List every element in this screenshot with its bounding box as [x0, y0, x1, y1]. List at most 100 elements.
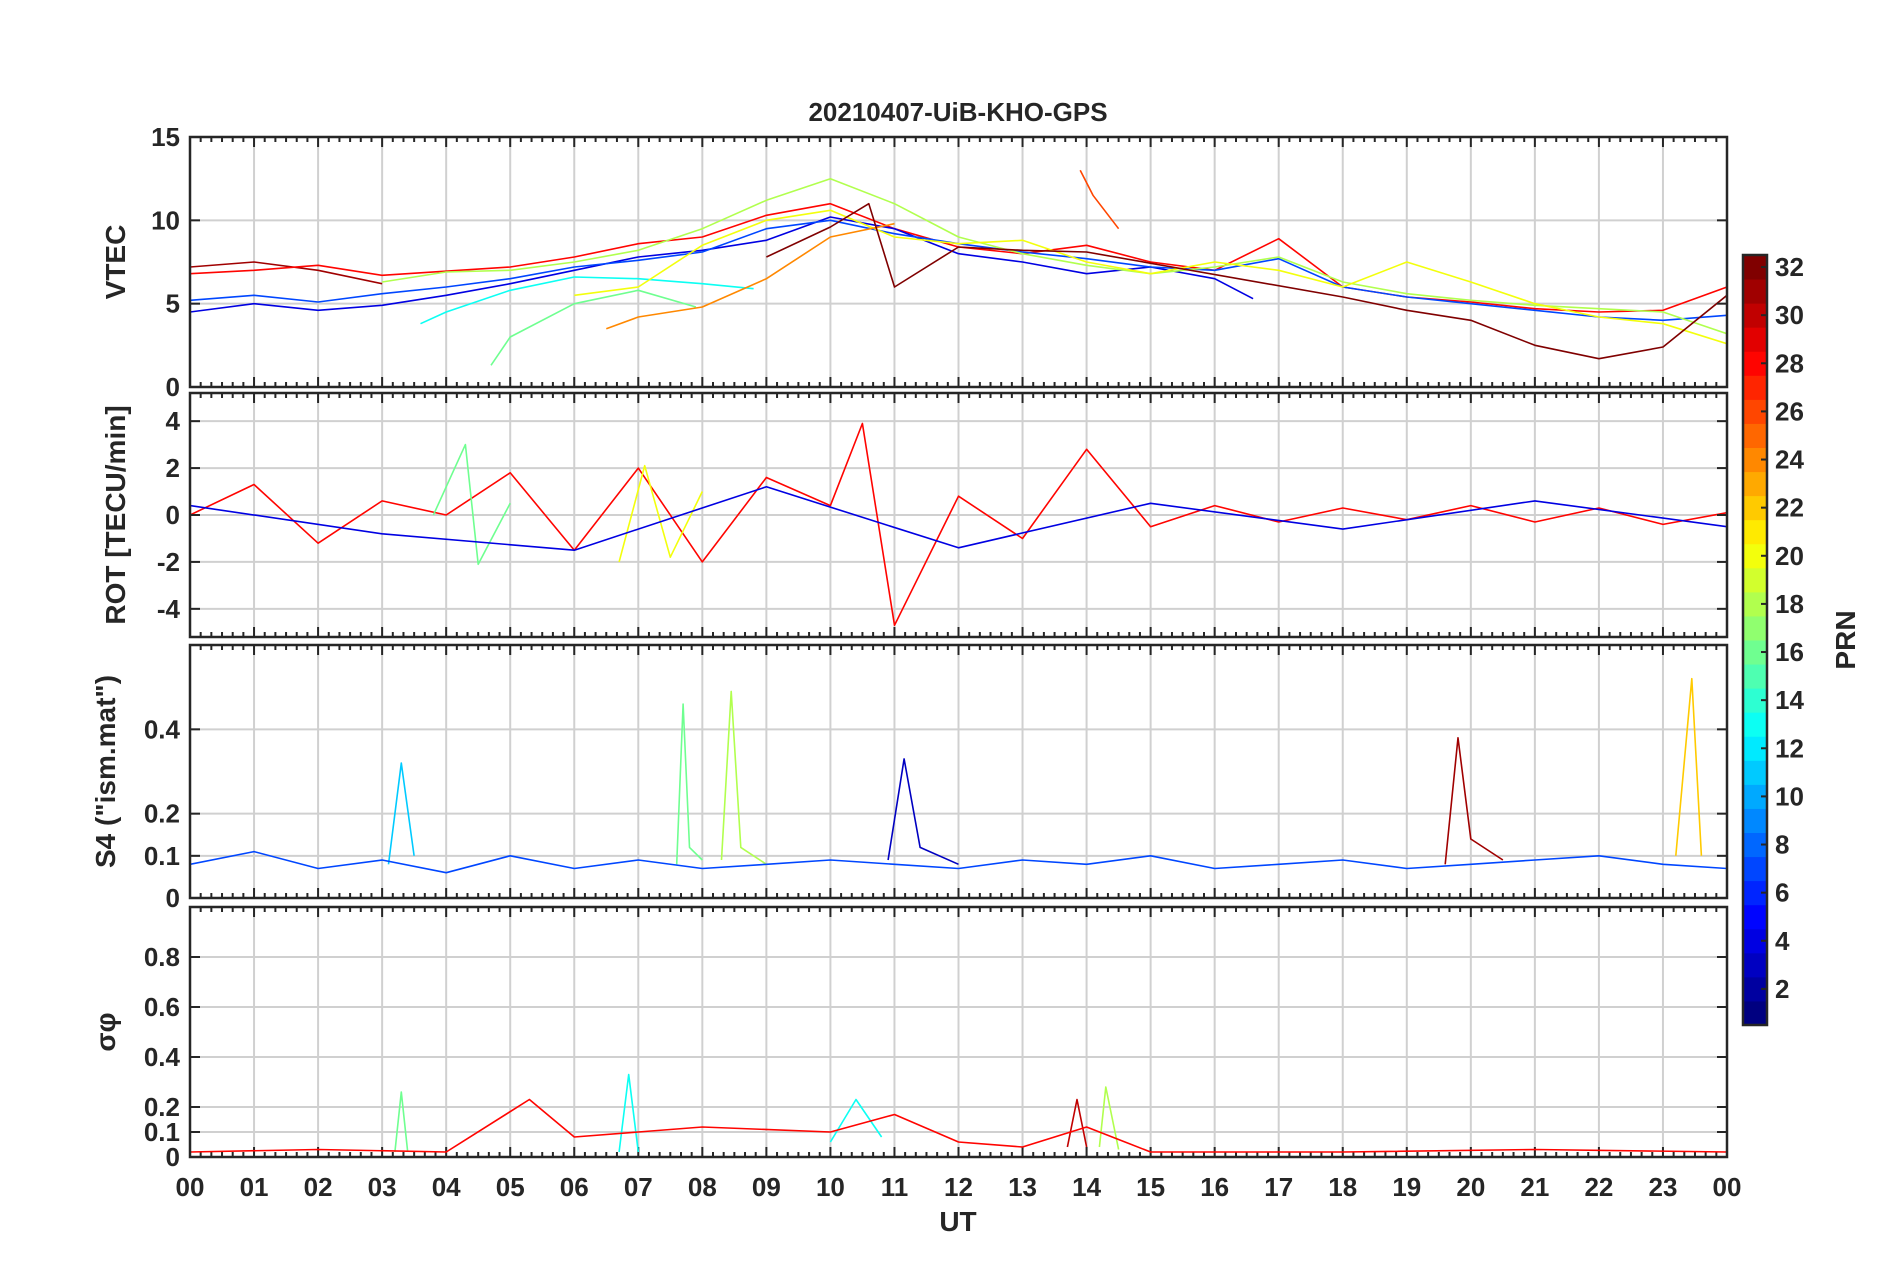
x-tick-label: 09 — [752, 1172, 781, 1202]
prn-series-line — [190, 485, 1727, 552]
colorbar-swatch — [1743, 423, 1767, 448]
y-tick-label: -2 — [157, 547, 180, 577]
prn-series-line — [387, 762, 415, 865]
y-tick-label: 0.1 — [144, 841, 180, 871]
y-tick-label: 0.6 — [144, 992, 180, 1022]
y-tick-label: 0.2 — [144, 1092, 180, 1122]
x-tick-label: 20 — [1456, 1172, 1485, 1202]
x-tick-label: 13 — [1008, 1172, 1037, 1202]
series-group — [190, 677, 1727, 874]
colorbar-tick-label: 2 — [1775, 974, 1789, 1004]
colorbar-tick-label: 4 — [1775, 926, 1790, 956]
colorbar-tick-label: 10 — [1775, 781, 1804, 811]
prn-series-line — [394, 1091, 409, 1153]
x-tick-label: 15 — [1136, 1172, 1165, 1202]
prn-series-line — [1098, 1086, 1120, 1150]
x-tick-label: 04 — [432, 1172, 461, 1202]
x-tick-label: 12 — [944, 1172, 973, 1202]
colorbar-swatch — [1743, 1000, 1767, 1026]
x-tick-label: 21 — [1520, 1172, 1549, 1202]
colorbar-tick-label: 30 — [1775, 300, 1804, 330]
panel-1: 0 5 10 15 VTEC — [100, 122, 1729, 402]
x-tick-label: 00 — [1713, 1172, 1742, 1202]
prn-series-line — [190, 1098, 1727, 1153]
axis-frame — [188, 135, 1729, 389]
y-tick-label: 2 — [166, 453, 180, 483]
colorbar-swatch — [1743, 519, 1767, 545]
y-tick-label: 0.4 — [144, 1042, 181, 1072]
prn-series-line — [190, 850, 1727, 874]
x-tick-label: 07 — [624, 1172, 653, 1202]
y-tick-label: 15 — [151, 122, 180, 152]
y-tick-label: -4 — [157, 594, 181, 624]
colorbar-swatch — [1743, 471, 1767, 497]
y-tick-label: 0 — [166, 500, 180, 530]
y-axis-label: ROT [TECU/min] — [100, 405, 131, 624]
prn-series-line — [766, 202, 1727, 360]
y-tick-label: 0 — [166, 1142, 180, 1172]
y-tick-label: 5 — [166, 289, 180, 319]
axis-frame — [188, 905, 1729, 1159]
x-tick-label: 22 — [1584, 1172, 1613, 1202]
x-tick-label: 05 — [496, 1172, 525, 1202]
y-axis-label: S4 ("ism.mat") — [90, 675, 121, 868]
series-group — [190, 1073, 1727, 1153]
x-tick-label: 01 — [240, 1172, 269, 1202]
colorbar-tick-label: 28 — [1775, 348, 1804, 378]
colorbar-swatch — [1743, 327, 1767, 352]
colorbar-swatch — [1743, 375, 1767, 400]
x-tick-label: 06 — [560, 1172, 589, 1202]
colorbar-swatch — [1743, 279, 1767, 304]
colorbar-swatch — [1743, 760, 1767, 785]
prn-series-line — [618, 464, 704, 563]
colorbar-tick-label: 24 — [1775, 445, 1804, 475]
prn-series-line — [190, 422, 1727, 627]
y-tick-label: 0.8 — [144, 942, 180, 972]
x-tick-label: 08 — [688, 1172, 717, 1202]
x-tick-label: 23 — [1648, 1172, 1677, 1202]
axis-frame — [188, 643, 1729, 900]
colorbar-tick-label: 18 — [1775, 589, 1804, 619]
panel-4: 00.10.2 0.4 0.6 0.8 σφ — [90, 905, 1729, 1172]
colorbar-tick-label: 26 — [1775, 396, 1804, 426]
y-tick-label: 0 — [166, 372, 180, 402]
x-tick-label: 19 — [1392, 1172, 1421, 1202]
prn-series-line — [606, 222, 895, 330]
colorbar-swatch — [1743, 808, 1767, 833]
colorbar-swatch — [1743, 952, 1767, 978]
y-axis-label: σφ — [90, 1012, 121, 1051]
y-tick-label: 4 — [166, 406, 181, 436]
y-tick-label: 0.1 — [144, 1117, 180, 1147]
x-tick-label: 14 — [1072, 1172, 1101, 1202]
x-tick-label: 02 — [304, 1172, 333, 1202]
colorbar-swatch — [1743, 856, 1767, 882]
axis-frame — [188, 391, 1729, 639]
x-tick-label: 10 — [816, 1172, 845, 1202]
prn-series-line — [1675, 677, 1703, 856]
series-group — [190, 422, 1727, 627]
x-tick-label: 16 — [1200, 1172, 1229, 1202]
x-tick-label: 11 — [881, 1172, 909, 1202]
chart-title: 20210407-UiB-KHO-GPS — [808, 97, 1107, 127]
panel-3: 0 0.1 0.2 0.4 S4 ("ism.mat") — [90, 643, 1729, 913]
prn-series-line — [420, 276, 754, 325]
prn-series-line — [190, 216, 1254, 313]
prn-series-line — [1079, 169, 1120, 230]
x-tick-label: 18 — [1328, 1172, 1357, 1202]
y-tick-label: 0 — [166, 883, 180, 913]
y-axis-label: VTEC — [100, 225, 131, 300]
prn-series-line — [887, 758, 959, 866]
colorbar-swatch — [1743, 664, 1767, 689]
y-tick-label: 0.2 — [144, 799, 180, 829]
prn-series-line — [720, 690, 767, 865]
prn-series-line — [490, 289, 697, 366]
colorbar-swatch — [1743, 615, 1767, 641]
prn-series-line — [190, 261, 383, 285]
y-tick-label: 0.4 — [144, 714, 181, 744]
prn-series-line — [829, 1098, 883, 1143]
x-tick-label: 17 — [1264, 1172, 1293, 1202]
x-tick-label: 00 — [176, 1172, 205, 1202]
